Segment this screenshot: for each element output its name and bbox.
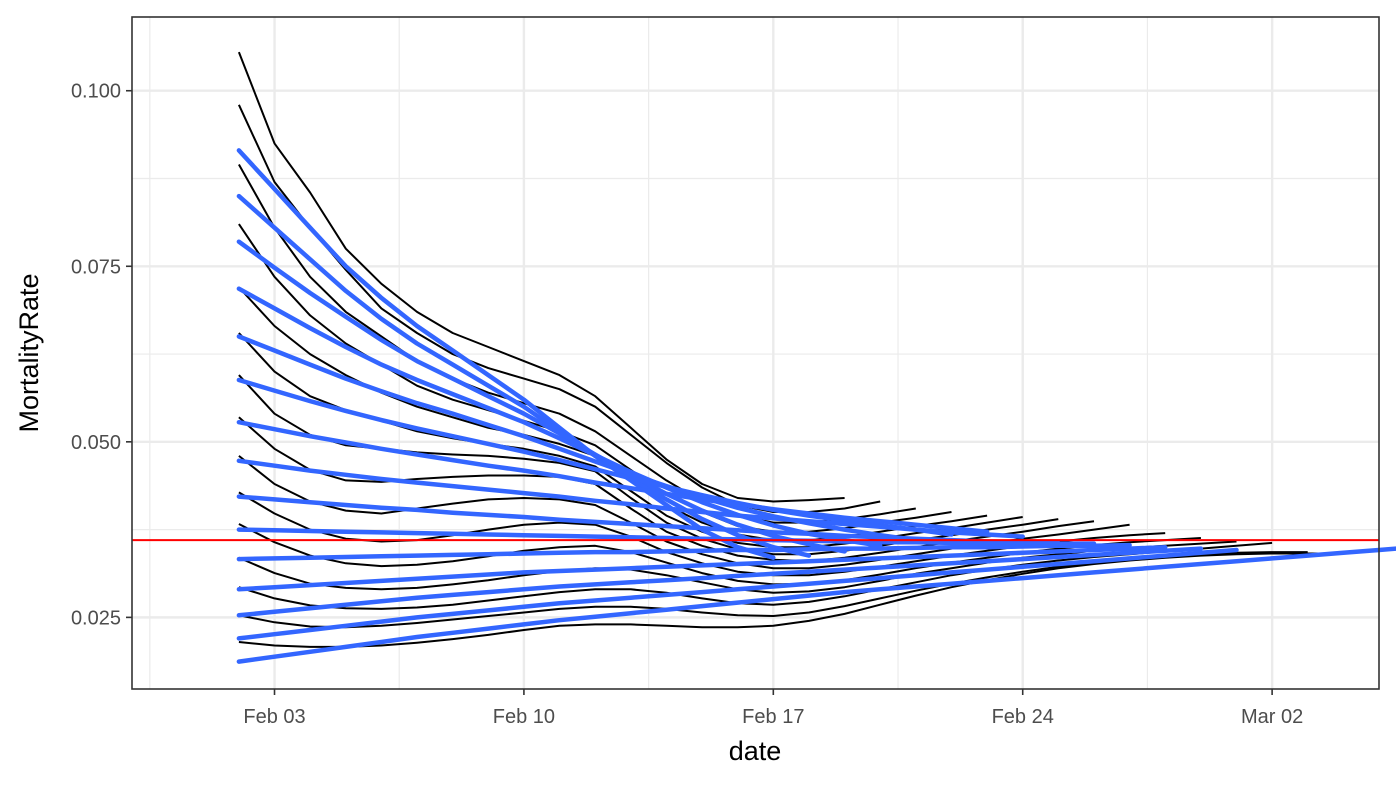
y-tick-label: 0.050 — [71, 432, 121, 454]
x-tick-label: Feb 24 — [992, 706, 1054, 728]
fitted-series-line-27 — [236, 546, 1204, 618]
x-axis: Feb 03 Feb 10 Feb 17 Feb 24 Mar 02 — [243, 689, 1303, 728]
x-tick-label: Feb 17 — [742, 706, 804, 728]
fitted-series-line-20 — [236, 377, 954, 537]
plot-panel-border — [131, 16, 1380, 690]
fitted-series-line-21 — [236, 419, 990, 534]
fitted-series-line-28 — [236, 547, 1239, 641]
x-tick-label: Mar 02 — [1241, 706, 1303, 728]
x-axis-title: date — [729, 736, 782, 766]
observed-series-line-0 — [237, 51, 845, 503]
fitted-series-line-25 — [236, 542, 1132, 562]
x-tick-label: Feb 03 — [243, 706, 305, 728]
y-tick-label: 0.100 — [71, 81, 121, 103]
y-tick-label: 0.025 — [71, 607, 121, 629]
fitted-series-line-17 — [236, 239, 847, 554]
fitted-series-line-29 — [236, 546, 1396, 664]
fitted-series-line-22 — [236, 458, 1025, 539]
fitted-series-line-26 — [236, 544, 1168, 592]
fitted-series-line-23 — [236, 494, 1061, 546]
y-tick-label: 0.075 — [71, 256, 121, 278]
fitted-series-line-15 — [236, 148, 776, 560]
fitted-series-line-16 — [236, 193, 812, 558]
y-axis-title: MortalityRate — [14, 273, 44, 432]
fitted-series-group — [236, 148, 1396, 664]
fitted-series-line-24 — [236, 527, 1097, 546]
major-grid — [132, 17, 1379, 689]
fitted-series-line-18 — [236, 286, 883, 549]
x-tick-label: Feb 10 — [493, 706, 555, 728]
y-axis: 0.025 0.050 0.075 0.100 — [71, 81, 132, 629]
